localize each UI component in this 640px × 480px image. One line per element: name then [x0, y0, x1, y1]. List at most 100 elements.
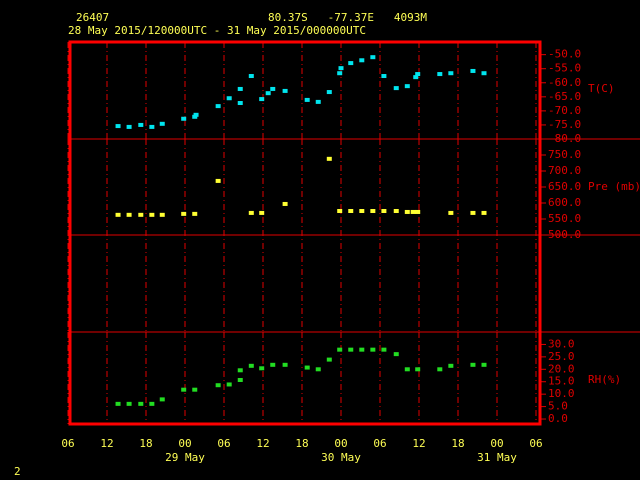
data-point	[481, 210, 487, 215]
y-tick-label: 15.0	[548, 375, 575, 388]
data-point	[315, 99, 321, 104]
x-tick-label: 00	[334, 437, 347, 450]
data-point	[381, 209, 387, 213]
data-point	[348, 61, 354, 66]
y-tick-label: 700.0	[548, 164, 581, 177]
data-point	[126, 124, 132, 129]
data-point	[270, 362, 276, 367]
data-point	[259, 366, 265, 371]
date-label: 29 May	[165, 451, 205, 464]
data-point	[370, 55, 376, 60]
y-tick-label: -50.0	[548, 48, 581, 61]
data-point	[237, 368, 243, 373]
data-point	[470, 210, 476, 215]
data-point	[370, 209, 376, 213]
data-point	[338, 66, 344, 71]
y-tick-label: 0.0	[548, 412, 568, 425]
data-point	[470, 362, 476, 367]
data-point	[326, 90, 332, 95]
data-point	[415, 367, 421, 372]
data-point	[193, 112, 199, 117]
data-point	[181, 211, 187, 216]
data-point	[248, 74, 254, 79]
y-tick-label: 5.0	[548, 400, 568, 413]
data-point	[448, 363, 454, 368]
data-point	[359, 58, 365, 63]
data-point	[192, 211, 198, 216]
y-tick-label: -55.0	[548, 62, 581, 75]
data-point	[470, 68, 476, 73]
data-point	[159, 212, 165, 217]
data-point	[481, 71, 487, 76]
data-point	[115, 212, 121, 217]
y-tick-label: 500.0	[548, 228, 581, 241]
x-tick-label: 18	[295, 437, 308, 450]
data-point	[415, 209, 421, 214]
x-tick-label: 12	[412, 437, 425, 450]
data-point	[270, 86, 276, 91]
data-point	[215, 104, 221, 109]
data-point	[215, 383, 221, 388]
data-point	[115, 124, 121, 129]
data-point	[315, 367, 321, 372]
data-point	[448, 71, 454, 76]
data-point	[404, 209, 410, 214]
data-point	[393, 209, 399, 213]
y-axis-label: Pre (mb)	[588, 180, 640, 193]
data-point	[381, 74, 387, 79]
y-axis-label: RH(%)	[588, 373, 621, 386]
data-point	[159, 397, 165, 402]
y-tick-label: 10.0	[548, 387, 575, 400]
data-point	[404, 367, 410, 372]
page-number: 2	[14, 465, 21, 478]
period: 28 May 2015/120000UTC - 31 May 2015/0000…	[68, 24, 366, 37]
data-point	[393, 352, 399, 357]
data-point	[149, 401, 155, 406]
data-point	[413, 75, 419, 80]
data-point	[226, 96, 232, 101]
y-tick-label: 30.0	[548, 337, 575, 350]
data-point	[415, 72, 421, 77]
y-tick-label: 550.0	[548, 212, 581, 225]
y-tick-label: -65.0	[548, 90, 581, 103]
data-point	[437, 72, 443, 77]
data-point	[248, 363, 254, 368]
plot-frame	[68, 40, 542, 426]
data-point	[448, 210, 454, 215]
data-point	[381, 347, 387, 352]
data-point	[237, 101, 243, 106]
data-point	[481, 362, 487, 367]
data-point	[226, 382, 232, 387]
date-label: 30 May	[321, 451, 361, 464]
y-tick-label: 25.0	[548, 350, 575, 363]
location: 80.37S -77.37E 4093M	[268, 11, 427, 24]
data-point	[215, 178, 221, 183]
data-point	[282, 362, 288, 367]
data-point	[259, 210, 265, 215]
y-tick-label: 650.0	[548, 180, 581, 193]
y-tick-label: -70.0	[548, 104, 581, 117]
data-point	[181, 387, 187, 392]
date-label: 31 May	[477, 451, 517, 464]
data-point	[393, 86, 399, 91]
data-point	[337, 209, 343, 213]
data-point	[181, 116, 187, 121]
data-point	[237, 86, 243, 91]
x-tick-label: 18	[139, 437, 152, 450]
x-tick-label: 00	[490, 437, 503, 450]
x-tick-label: 06	[61, 437, 74, 450]
y-axis-label: T(C)	[588, 82, 615, 95]
station-id: 26407	[76, 11, 109, 24]
data-point	[282, 88, 288, 93]
data-point	[237, 377, 243, 382]
data-point	[265, 91, 271, 96]
data-point	[126, 212, 132, 217]
x-tick-label: 06	[529, 437, 542, 450]
y-tick-label: 750.0	[548, 148, 581, 161]
data-point	[326, 156, 332, 161]
x-tick-label: 12	[256, 437, 269, 450]
y-tick-label: -75.0	[548, 118, 581, 131]
data-point	[138, 122, 144, 127]
data-point	[348, 347, 354, 352]
